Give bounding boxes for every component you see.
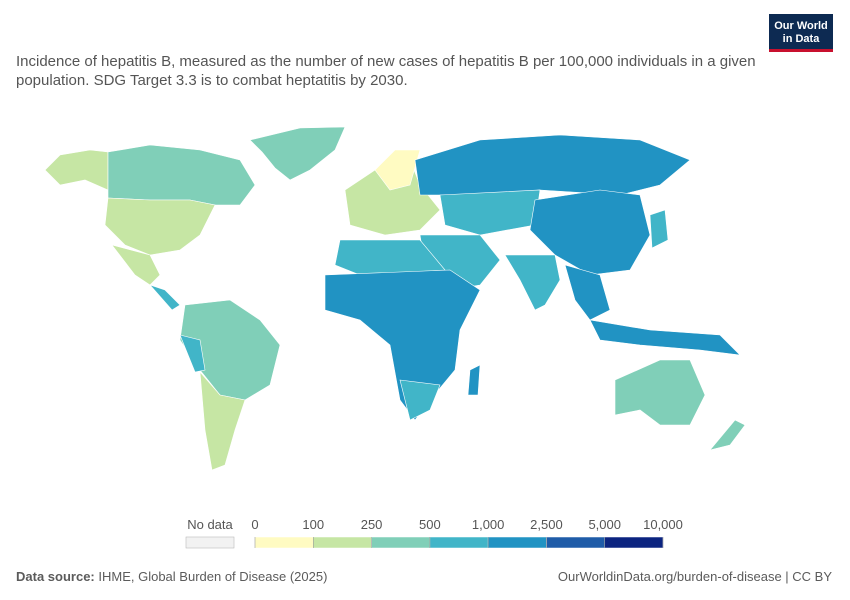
source-text: IHME, Global Burden of Disease (2025): [98, 569, 328, 584]
japan: [649, 209, 669, 249]
southeast-asia: [564, 264, 611, 321]
south-america-south: [199, 371, 246, 471]
legend-bin: [254, 536, 314, 549]
alaska: [44, 149, 109, 191]
source: Data source: IHME, Global Burden of Dise…: [16, 569, 327, 584]
legend-tick-label: 250: [361, 517, 383, 532]
subtitle: Incidence of hepatitis B, measured as th…: [16, 53, 756, 89]
southern-africa: [399, 379, 441, 421]
source-label: Data source:: [16, 569, 95, 584]
peru: [179, 334, 206, 373]
new-zealand: [709, 419, 746, 451]
madagascar: [467, 364, 481, 396]
legend: No data 0 100 250 500 1,000 2,500 5,000 10,000: [185, 517, 683, 549]
legend-bin: [604, 536, 664, 549]
logo-line: in Data: [782, 33, 820, 45]
legend-tick-label: 5,000: [588, 517, 621, 532]
no-data-swatch: [185, 536, 235, 549]
legend-tick-label: 2,500: [530, 517, 563, 532]
legend-bin: [429, 536, 489, 549]
legend-bin: [371, 536, 431, 549]
legend-tick-label: 100: [302, 517, 324, 532]
canada: [107, 144, 256, 206]
legend-bin: [546, 536, 605, 549]
legend-bin: [487, 536, 547, 549]
central-america: [149, 284, 181, 311]
sub-saharan-africa: [324, 269, 481, 421]
india: [504, 254, 561, 311]
australia: [614, 359, 706, 426]
greenland: [249, 126, 346, 181]
logo-line: Our World: [774, 20, 828, 32]
legend-bin: [313, 536, 372, 549]
legend-tick-label: 10,000: [643, 517, 683, 532]
url[interactable]: OurWorldinData.org/burden-of-disease | C…: [557, 569, 832, 584]
mexico: [111, 244, 161, 286]
legend-tick-label: 1,000: [472, 517, 505, 532]
china: [529, 189, 651, 276]
indonesia: [589, 319, 741, 356]
legend-tick-label: 0: [251, 517, 258, 532]
central-asia: [439, 189, 541, 236]
russia: [414, 134, 691, 196]
logo[interactable]: Our World in Data: [769, 14, 833, 52]
world-map: [44, 126, 746, 471]
no-data-label: No data: [187, 517, 233, 532]
usa: [104, 197, 216, 256]
scandinavia: [374, 149, 421, 191]
legend-tick-label: 500: [419, 517, 441, 532]
